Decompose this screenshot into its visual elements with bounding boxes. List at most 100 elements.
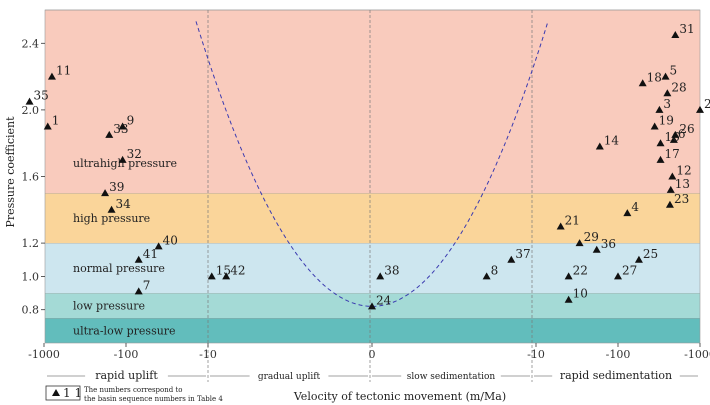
section-label: rapid uplift — [95, 369, 158, 382]
triangle-marker-icon — [47, 72, 56, 80]
point-label: 40 — [163, 233, 178, 247]
y-axis-ticks: 0.8 1.0 1.2 1.6 2.0 2.4 — [22, 37, 45, 317]
point-label: 22 — [573, 263, 588, 277]
point-label: 21 — [565, 213, 580, 227]
point-label: 29 — [584, 230, 599, 244]
triangle-marker-icon — [222, 272, 231, 280]
pressure-zones — [44, 9, 701, 344]
zone-band — [45, 10, 700, 194]
data-point: 41 — [134, 247, 158, 263]
point-label: 1 — [52, 114, 60, 128]
point-label: 10 — [573, 287, 588, 301]
y-tick-label: 1.0 — [22, 270, 40, 283]
data-point: 23 — [665, 192, 689, 208]
point-label: 7 — [143, 278, 151, 292]
triangle-marker-icon — [368, 302, 376, 310]
point-label: 37 — [515, 247, 530, 261]
data-point: 9 — [118, 114, 135, 130]
point-label: 42 — [230, 263, 245, 277]
data-point: 27 — [614, 263, 637, 280]
zone-band — [45, 243, 700, 294]
data-points: 1234567891011121314151617181920212223242… — [25, 22, 710, 310]
y-tick-label: 1.2 — [22, 237, 40, 250]
x-tick-label: -10 — [199, 348, 217, 361]
data-point: 38 — [376, 263, 399, 280]
point-label: 19 — [659, 114, 674, 128]
data-point: 11 — [47, 64, 71, 80]
triangle-marker-icon — [663, 89, 672, 97]
point-label: 31 — [679, 22, 694, 36]
point-label: 23 — [674, 192, 689, 206]
triangle-marker-icon — [575, 239, 584, 247]
triangle-marker-icon — [665, 200, 674, 208]
triangle-marker-icon — [556, 222, 565, 230]
point-label: 38 — [384, 263, 399, 277]
point-label: 15 — [216, 263, 231, 277]
data-point: 32 — [118, 147, 142, 163]
data-point: 28 — [663, 80, 687, 97]
triangle-marker-icon — [661, 72, 670, 80]
triangle-marker-icon — [592, 245, 601, 253]
triangle-marker-icon — [650, 122, 659, 130]
point-label: 5 — [670, 64, 678, 78]
legend-symbol-box — [45, 385, 81, 401]
y-axis-label: Pressure coefficient — [4, 116, 17, 228]
point-label: 9 — [127, 114, 135, 128]
triangle-marker-icon — [656, 139, 665, 147]
triangle-marker-icon — [105, 130, 114, 138]
triangle-marker-icon — [666, 185, 675, 193]
point-label: 18 — [647, 70, 662, 84]
zone-band — [45, 318, 700, 343]
triangle-marker-icon — [614, 272, 622, 280]
triangle-marker-icon — [134, 287, 143, 295]
data-point: 33 — [105, 122, 129, 138]
zone-band — [45, 193, 700, 244]
trend-curve — [195, 21, 549, 307]
triangle-marker-icon — [595, 142, 604, 150]
x-tick-label: -100 — [606, 348, 631, 361]
data-point: 2 — [696, 97, 710, 113]
x-tick-label: -100 — [114, 348, 139, 361]
point-label: 24 — [376, 293, 392, 307]
triangle-marker-icon — [43, 122, 52, 130]
point-label: 14 — [604, 134, 620, 148]
point-label: 41 — [143, 247, 158, 261]
triangle-marker-icon — [669, 135, 678, 143]
x-tick-label: -1000 — [28, 348, 60, 361]
data-point: 37 — [507, 247, 531, 263]
triangle-marker-icon — [118, 155, 127, 163]
zone-label: ultrahigh pressure — [73, 157, 177, 170]
x-tick-label: 0 — [369, 348, 376, 361]
data-point: 29 — [575, 230, 599, 247]
data-point: 13 — [666, 177, 690, 193]
point-label: 6 — [678, 127, 686, 141]
triangle-marker-icon — [671, 30, 680, 38]
section-label: slow sedimentation — [407, 372, 496, 382]
x-axis-ticks: -1000-100-100-10-100-1000 — [28, 343, 710, 361]
point-label: 32 — [127, 147, 142, 161]
data-point: 1 — [43, 114, 60, 130]
triangle-marker-icon — [376, 272, 385, 280]
data-point: 14 — [595, 134, 620, 150]
data-point: 10 — [564, 287, 588, 303]
legend: 1 1 The numbers correspond to the basin … — [45, 385, 223, 403]
point-label: 36 — [601, 237, 616, 251]
data-point: 25 — [634, 247, 658, 263]
triangle-marker-icon — [668, 172, 677, 180]
data-point: 7 — [134, 278, 151, 295]
data-point: 40 — [154, 233, 178, 250]
data-point: 3 — [655, 97, 671, 113]
data-point: 26 — [671, 122, 695, 138]
point-label: 8 — [491, 263, 499, 277]
triangle-marker-icon — [154, 242, 163, 250]
data-point: 35 — [25, 89, 49, 105]
triangle-marker-icon — [25, 97, 34, 105]
triangle-marker-icon — [101, 189, 110, 197]
triangle-marker-icon — [655, 105, 664, 113]
triangle-marker-icon — [134, 255, 143, 263]
zone-label: normal pressure — [73, 262, 165, 275]
point-label: 28 — [671, 80, 686, 94]
zone-label: high pressure — [73, 212, 150, 225]
y-tick-label: 2.4 — [22, 37, 40, 50]
triangle-marker-icon — [638, 79, 647, 87]
